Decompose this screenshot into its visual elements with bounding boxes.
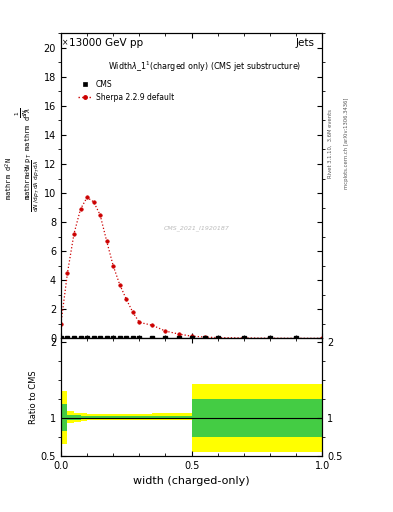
Legend: CMS, Sherpa 2.2.9 default: CMS, Sherpa 2.2.9 default bbox=[75, 77, 177, 104]
Text: Width$\lambda\_1^1$(charged only) (CMS jet substructure): Width$\lambda\_1^1$(charged only) (CMS j… bbox=[108, 59, 301, 74]
Text: 13000 GeV pp: 13000 GeV pp bbox=[69, 38, 143, 48]
Text: $\times$: $\times$ bbox=[61, 38, 68, 47]
X-axis label: width (charged-only): width (charged-only) bbox=[133, 476, 250, 486]
Text: CMS_2021_I1920187: CMS_2021_I1920187 bbox=[164, 226, 230, 231]
Text: Rivet 3.1.10,  3.6M events: Rivet 3.1.10, 3.6M events bbox=[328, 109, 333, 178]
Y-axis label: Ratio to CMS: Ratio to CMS bbox=[29, 370, 38, 424]
Text: mcplots.cern.ch [arXiv:1306.3436]: mcplots.cern.ch [arXiv:1306.3436] bbox=[344, 98, 349, 189]
Text: Jets: Jets bbox=[296, 38, 314, 48]
Text: mathrm d$^2$N

mathrm d p$_T$ mathrm d $\lambda$: mathrm d$^2$N mathrm d p$_T$ mathrm d $\… bbox=[4, 107, 34, 200]
Y-axis label: $\frac{1}{\mathrm{d}N\,/\,\mathrm{d}p_T\,\mathrm{d}\lambda}\,\frac{\mathrm{d}^2 : $\frac{1}{\mathrm{d}N\,/\,\mathrm{d}p_T\… bbox=[24, 159, 42, 212]
Text: $\frac{1}{\mathrm{d}N}$: $\frac{1}{\mathrm{d}N}$ bbox=[14, 108, 30, 118]
